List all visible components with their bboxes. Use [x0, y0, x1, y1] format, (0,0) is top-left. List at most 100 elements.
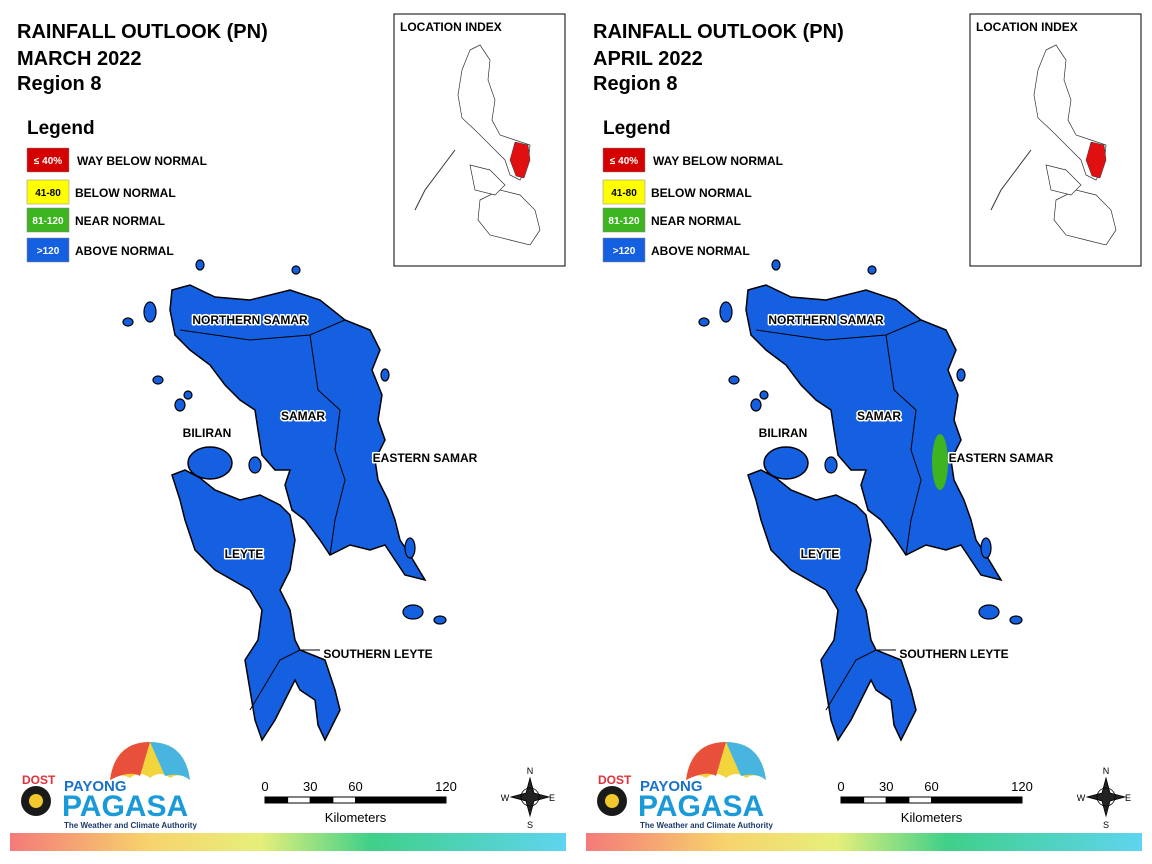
province-label: NORTHERN SAMAR — [768, 313, 884, 327]
legend-code: >120 — [613, 246, 636, 257]
islet — [719, 301, 733, 323]
islet — [1009, 615, 1023, 625]
logo-seal-inner — [29, 794, 43, 808]
legend-swatch — [602, 147, 646, 173]
compass-rose — [1085, 776, 1127, 818]
scale-segment — [287, 796, 311, 804]
islet — [174, 398, 186, 412]
compass-ring — [1096, 787, 1116, 807]
scale-segment — [355, 796, 447, 804]
scale-segment — [840, 796, 865, 804]
compass-letter: W — [1077, 793, 1086, 803]
legend-title: Legend — [603, 118, 671, 139]
legend-swatch — [26, 179, 70, 205]
island-biliran — [187, 446, 233, 480]
scale-tick-label: 30 — [303, 779, 317, 794]
islet — [195, 259, 205, 271]
province-border — [825, 649, 896, 711]
map-panel: RAINFALL OUTLOOK (PN) APRIL 2022 Region 8 L… — [586, 13, 1142, 851]
islet — [824, 456, 838, 474]
province-label: LEYTE — [225, 547, 264, 561]
logo-umbrella-left — [110, 742, 150, 780]
compass-letter: S — [1103, 820, 1109, 830]
island-leyte — [171, 469, 341, 742]
island-biliran — [763, 446, 809, 480]
logo-umbrella-left — [686, 742, 726, 780]
islet — [771, 259, 781, 271]
islet — [122, 317, 134, 327]
inset-palawan — [990, 149, 1032, 211]
scale-tick-label: 0 — [261, 779, 268, 794]
legend-label: NEAR NORMAL — [75, 214, 165, 228]
scale-segment — [309, 796, 334, 804]
islet — [404, 537, 416, 559]
province-label: BILIRAN — [759, 426, 808, 440]
compass-letter: N — [527, 766, 534, 776]
logo-brand: PAYONG — [64, 778, 127, 795]
province-label: BILIRAN — [183, 426, 232, 440]
legend-code: 41-80 — [611, 188, 637, 199]
compass-rose — [509, 776, 551, 818]
islet — [980, 537, 992, 559]
islet — [750, 398, 762, 412]
compass-ring — [520, 787, 540, 807]
province-label: EASTERN SAMAR — [373, 451, 478, 465]
inset-land — [477, 189, 541, 246]
scale-tick-label: 120 — [435, 779, 457, 794]
islet — [143, 301, 157, 323]
scale-segment — [264, 796, 289, 804]
islet — [978, 604, 1000, 620]
province-border — [179, 319, 346, 341]
legend-title: Legend — [27, 118, 95, 139]
province-label: EASTERN SAMAR — [949, 451, 1054, 465]
islet — [402, 604, 424, 620]
islet — [248, 456, 262, 474]
legend-label: BELOW NORMAL — [75, 186, 176, 200]
logo-umbrella-right — [150, 742, 190, 780]
logo-name: PAGASA — [62, 790, 188, 823]
islet — [291, 265, 301, 275]
legend-code: 41-80 — [35, 188, 61, 199]
province-label: NORTHERN SAMAR — [192, 313, 308, 327]
logo-umbrella-right — [726, 742, 766, 780]
scale-segment — [908, 796, 932, 804]
inset-region — [1085, 141, 1107, 179]
scale-segment — [332, 796, 356, 804]
footer-band — [586, 833, 1142, 851]
scale-segment — [931, 796, 1023, 804]
scale-tick-label: 30 — [879, 779, 893, 794]
logo-agency: DOST — [22, 773, 56, 787]
scale-tick-label: 60 — [348, 779, 362, 794]
compass-letter: W — [501, 793, 510, 803]
scale-tick-label: 120 — [1011, 779, 1033, 794]
map-month: MARCH 2022 — [17, 48, 141, 70]
logo-seal-inner — [605, 794, 619, 808]
legend-label: BELOW NORMAL — [651, 186, 752, 200]
footer-band — [10, 833, 566, 851]
compass-letter: N — [1103, 766, 1110, 776]
inset-title: LOCATION INDEX — [976, 20, 1078, 34]
province-label: SOUTHERN LEYTE — [323, 647, 432, 661]
islet — [698, 317, 710, 327]
legend-label: ABOVE NORMAL — [75, 244, 174, 258]
logo-name: PAGASA — [638, 790, 764, 823]
scale-tick-label: 0 — [837, 779, 844, 794]
scale-tick-label: 60 — [924, 779, 938, 794]
province-label: LEYTE — [801, 547, 840, 561]
legend-swatch — [602, 179, 646, 205]
map-title: RAINFALL OUTLOOK (PN) — [593, 21, 844, 43]
islet — [956, 368, 966, 382]
legend-label: ABOVE NORMAL — [651, 244, 750, 258]
islet — [759, 390, 769, 400]
scale-segment — [863, 796, 887, 804]
inset-land — [1045, 164, 1082, 196]
legend-swatch — [602, 237, 646, 263]
legend-code: 81-120 — [608, 216, 640, 227]
logo-tagline: The Weather and Climate Authority — [640, 821, 773, 830]
scale-unit: Kilometers — [901, 810, 963, 825]
legend-swatch — [26, 147, 70, 173]
province-label: SAMAR — [281, 409, 325, 423]
compass-letter: E — [1125, 793, 1131, 803]
compass-letter: E — [549, 793, 555, 803]
